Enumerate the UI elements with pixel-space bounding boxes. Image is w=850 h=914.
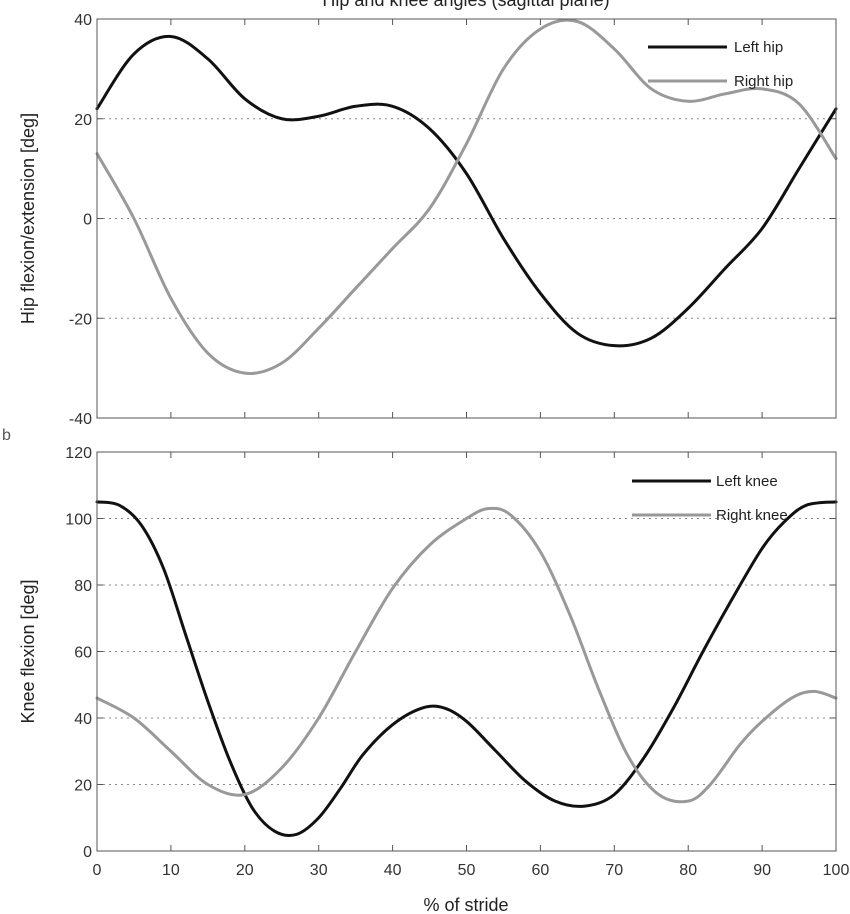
y-axis-label: Hip flexion/extension [deg]: [18, 113, 38, 324]
x-tick-label: 30: [310, 862, 328, 879]
knee-angle-panel: 0 20 40 60 80 100 120 0 10 20 30 40 50 60 70 80 90 100 Kne…: [18, 445, 849, 879]
x-tick-label: 10: [162, 862, 180, 879]
y-tick-label: 20: [74, 112, 92, 129]
x-tick-label: 100: [823, 862, 850, 879]
x-tick-label: 50: [458, 862, 476, 879]
x-tick-label: 20: [236, 862, 254, 879]
x-axis-label: % of stride: [423, 895, 508, 914]
series-line-left-knee: [95, 500, 838, 837]
y-tick-label: 0: [83, 212, 92, 229]
y-axis-label: Knee flexion [deg]: [18, 579, 38, 723]
legend-label-right-hip: Right hip: [734, 73, 793, 90]
legend-label-left-hip: Left hip: [734, 39, 783, 56]
x-tick-label: 60: [532, 862, 550, 879]
y-tick-label: 60: [74, 645, 92, 662]
hip-angle-panel: -40 -20 0 20 40 Hip flexion/extension [deg] Le…: [18, 12, 838, 428]
plot-area: [97, 19, 836, 418]
y-tick-label: 0: [83, 844, 92, 861]
y-tick-label: -20: [69, 311, 92, 328]
figure-title: Hip and knee angles (sagittal plane): [322, 0, 609, 10]
panel-tag-b: b: [2, 427, 11, 444]
y-tick-label: 120: [65, 445, 92, 462]
x-tick-label: 40: [384, 862, 402, 879]
legend-label-left-knee: Left knee: [716, 473, 778, 490]
plot-border: [96, 18, 837, 419]
series-line-right-hip: [95, 18, 838, 375]
y-tick-label: 40: [74, 12, 92, 29]
y-tick-label: -40: [69, 411, 92, 428]
y-tick-label: 80: [74, 578, 92, 595]
x-tick-label: 0: [93, 862, 102, 879]
y-tick-label: 20: [74, 778, 92, 795]
x-tick-label: 80: [679, 862, 697, 879]
legend-label-right-knee: Right knee: [716, 507, 788, 524]
y-tick-label: 100: [65, 512, 92, 529]
x-tick-label: 70: [605, 862, 623, 879]
y-tick-label: 40: [74, 711, 92, 728]
series-line-right-knee: [95, 506, 838, 804]
plot-border: [96, 451, 837, 852]
series-line-left-hip: [95, 34, 838, 348]
x-tick-label: 90: [753, 862, 771, 879]
